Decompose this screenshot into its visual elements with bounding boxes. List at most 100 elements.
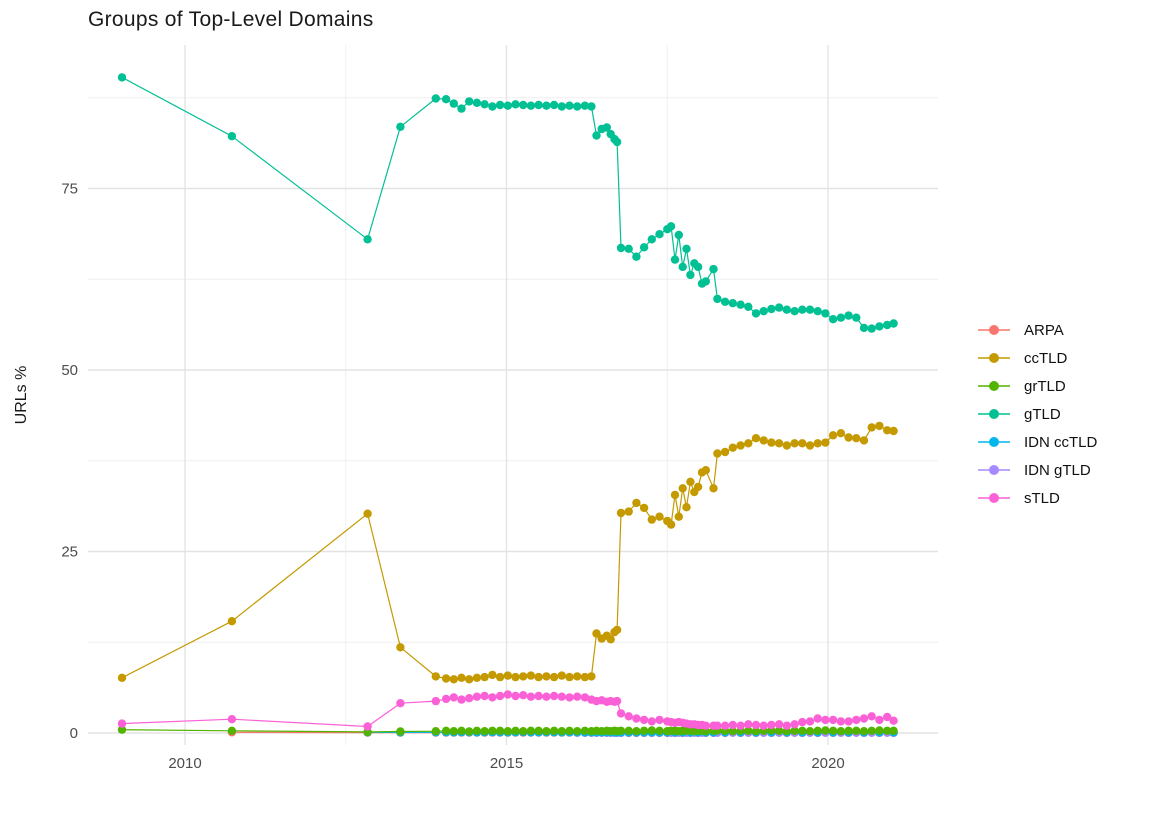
data-point	[844, 717, 853, 726]
data-point	[624, 244, 633, 253]
data-point	[542, 692, 551, 701]
data-point	[396, 699, 405, 708]
y-axis-tick-label: 75	[61, 181, 78, 198]
data-point	[686, 477, 695, 486]
data-point	[573, 672, 582, 681]
legend-label: gTLD	[1024, 405, 1061, 423]
data-point	[798, 717, 807, 727]
data-point	[632, 252, 641, 261]
data-point	[526, 726, 536, 735]
data-point	[503, 690, 512, 699]
data-point	[736, 300, 745, 309]
data-point	[495, 691, 505, 701]
data-point	[472, 692, 482, 701]
legend-key-icon	[978, 381, 1010, 391]
data-point	[606, 635, 615, 644]
data-point	[227, 726, 237, 735]
data-point	[728, 299, 737, 308]
data-point	[759, 436, 768, 445]
data-point	[859, 436, 869, 445]
data-point	[828, 715, 838, 725]
data-point	[639, 726, 649, 735]
data-point	[720, 447, 730, 457]
data-point	[441, 95, 451, 104]
data-point	[678, 262, 687, 272]
data-point	[790, 439, 799, 448]
data-point	[396, 727, 405, 736]
data-point	[526, 692, 536, 701]
data-point	[465, 694, 474, 703]
data-point	[859, 714, 869, 723]
data-point	[117, 719, 127, 728]
data-point	[751, 727, 761, 736]
data-point	[457, 726, 466, 735]
data-point	[495, 100, 505, 110]
data-point	[488, 693, 497, 702]
data-point	[565, 726, 574, 735]
data-point	[511, 100, 520, 109]
data-point	[587, 102, 596, 111]
legend-entry-gtld: gTLD	[977, 405, 1097, 423]
data-point	[511, 726, 520, 735]
data-point	[666, 222, 676, 231]
data-point	[821, 715, 830, 725]
data-point	[852, 434, 861, 443]
data-point	[828, 315, 838, 324]
data-point	[503, 671, 512, 680]
data-point	[728, 443, 737, 452]
data-point	[774, 439, 784, 448]
data-point	[519, 100, 528, 110]
data-point	[836, 717, 846, 726]
data-point	[503, 727, 512, 736]
data-point	[612, 696, 622, 706]
data-point	[736, 721, 745, 730]
data-point	[798, 439, 807, 448]
data-point	[488, 670, 497, 680]
y-axis-tick-label: 25	[61, 544, 78, 561]
data-point	[751, 434, 761, 443]
data-point	[844, 311, 853, 320]
y-axis-tick-label: 50	[61, 362, 78, 379]
series-grtld	[117, 725, 898, 737]
x-axis-tick-label: 2010	[168, 755, 201, 772]
data-point	[441, 726, 451, 735]
data-point	[852, 715, 861, 725]
data-point	[674, 512, 683, 521]
data-point	[616, 726, 626, 735]
data-point	[805, 441, 815, 450]
data-point	[363, 509, 372, 518]
data-point	[511, 691, 520, 701]
data-point	[867, 324, 876, 333]
data-point	[457, 104, 466, 113]
legend-key-icon	[978, 437, 1010, 447]
data-point	[709, 264, 718, 274]
data-point	[495, 672, 505, 682]
data-point	[883, 712, 892, 722]
data-point	[859, 727, 869, 736]
data-point	[767, 438, 776, 447]
data-point	[836, 727, 846, 736]
series-gtld	[117, 73, 898, 333]
data-point	[503, 101, 512, 110]
data-point	[612, 137, 622, 147]
data-point	[744, 726, 753, 735]
data-point	[565, 101, 574, 110]
data-point	[431, 672, 440, 681]
data-point	[363, 235, 372, 244]
data-point	[670, 255, 680, 264]
data-point	[678, 484, 687, 493]
data-point	[396, 643, 405, 652]
data-point	[580, 726, 590, 735]
data-point	[744, 720, 753, 729]
data-point	[647, 515, 656, 524]
data-point	[573, 102, 582, 111]
data-point	[828, 431, 838, 440]
data-point	[805, 727, 815, 736]
data-point	[580, 693, 590, 702]
legend-key-icon	[978, 465, 1010, 475]
data-point	[549, 726, 559, 735]
legend-entry-idn-cctld: IDN ccTLD	[977, 433, 1097, 451]
data-point	[557, 671, 566, 680]
data-point	[557, 727, 566, 736]
data-point	[782, 721, 791, 730]
